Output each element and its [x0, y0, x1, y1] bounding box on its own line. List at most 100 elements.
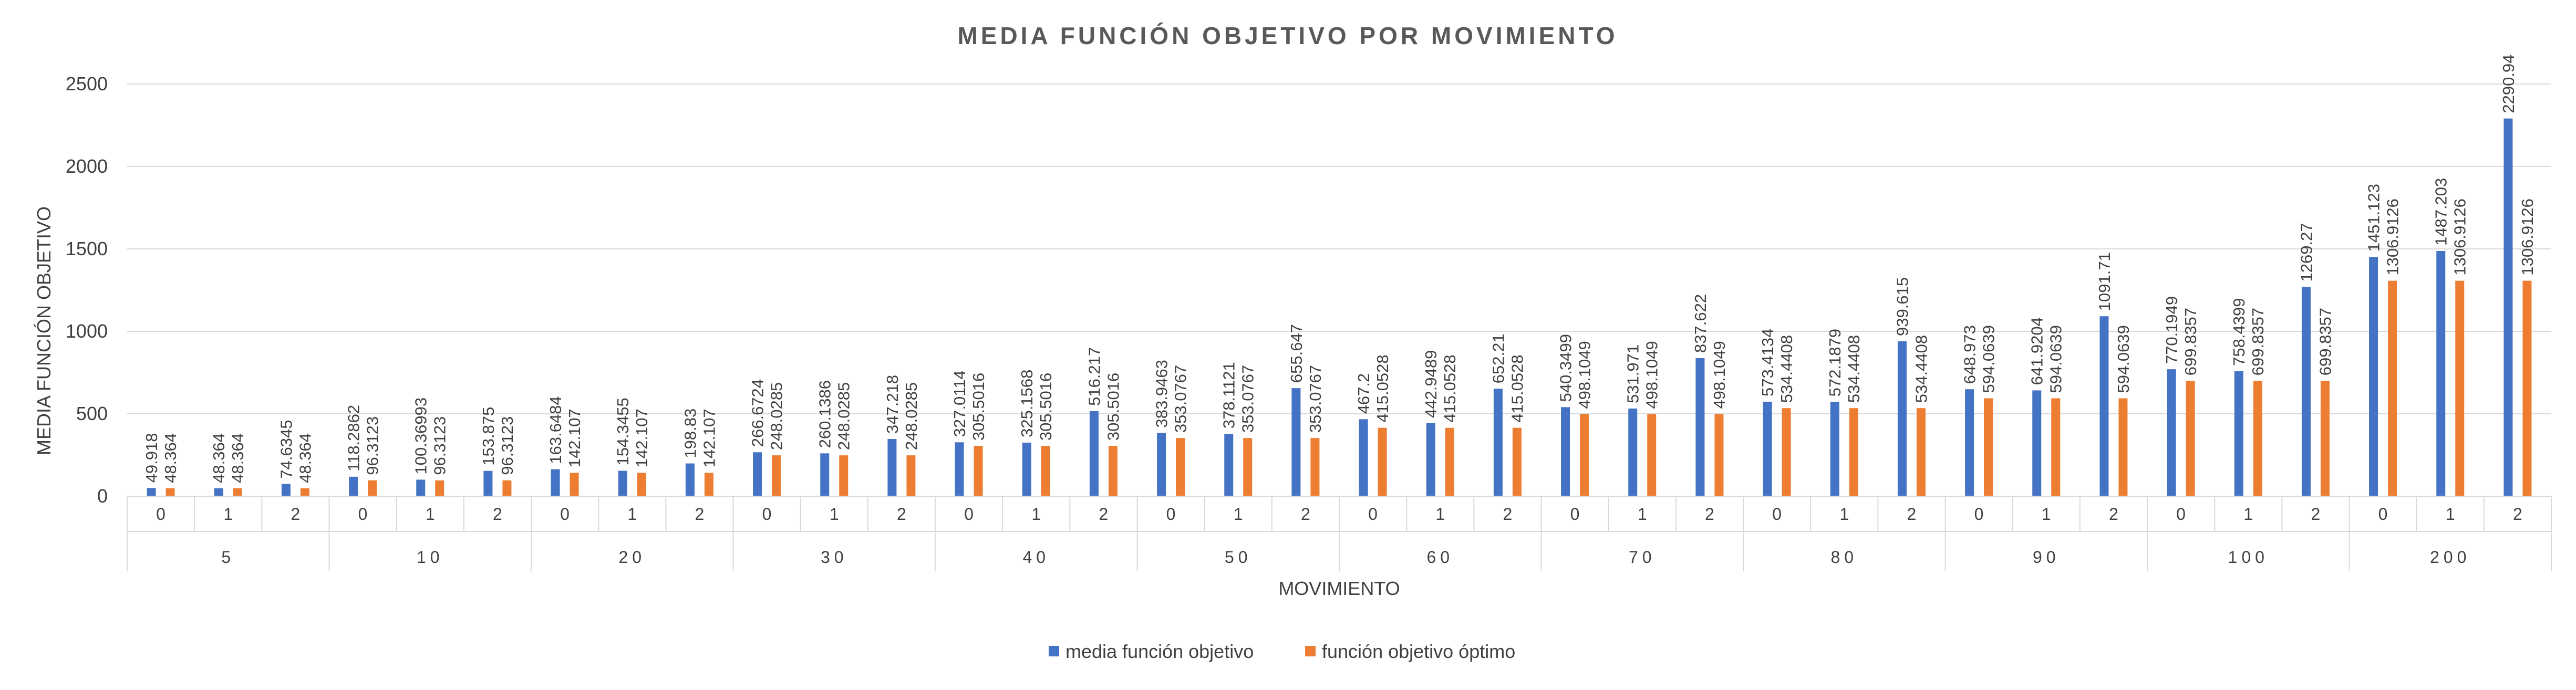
bar-optimo [570, 473, 579, 496]
bar-optimo [637, 473, 646, 496]
bar-optimo [839, 455, 849, 496]
data-label-optimo: 534.4408 [1845, 335, 1863, 403]
bar-optimo [1108, 446, 1118, 496]
data-label-media: 648.973 [1961, 325, 1979, 384]
bar-media [955, 442, 964, 496]
x-tick-label: 1 [1435, 505, 1445, 524]
data-label-optimo: 96.3123 [498, 416, 516, 475]
data-label-optimo: 248.0285 [835, 382, 853, 450]
x-group-label: 70 [1629, 548, 1656, 567]
x-tick-label: 0 [1772, 505, 1782, 524]
bar-media [1830, 402, 1839, 496]
bar-media [820, 453, 830, 496]
data-label-optimo: 305.5016 [1037, 373, 1055, 441]
bar-optimo [1445, 427, 1454, 496]
bar-media [887, 438, 897, 496]
bar-media [1965, 389, 1974, 496]
data-labels: 49.918 48.364 74.6345 118.2862 100.36993 153.… [142, 55, 2537, 483]
x-tick-label: 0 [1570, 505, 1580, 524]
bar-optimo [1243, 438, 1253, 496]
x-tick-label: 2 [291, 505, 301, 524]
bar-optimo [1176, 438, 1185, 496]
y-tick-label: 2000 [66, 155, 108, 177]
bar-optimo [772, 455, 781, 496]
bar-media [753, 452, 762, 496]
data-label-optimo: 353.0767 [1172, 365, 1190, 433]
bar-media [1897, 341, 1907, 496]
bar-media [1022, 442, 1031, 496]
data-label-media: 48.364 [210, 433, 228, 483]
data-label-optimo: 248.0285 [768, 382, 786, 450]
y-tick-label: 2500 [66, 73, 108, 95]
bar-media [2436, 251, 2446, 496]
legend-item-optimo[interactable]: función objetivo óptimo [1305, 641, 1515, 662]
data-label-media: 325.1568 [1018, 370, 1036, 437]
bar-optimo [1849, 408, 1858, 496]
x-tick-label: 1 [2243, 505, 2253, 524]
data-label-media: 652.21 [1489, 333, 1507, 383]
data-label-optimo: 248.0285 [902, 382, 920, 450]
bar-optimo [1310, 438, 1320, 496]
x-tick-label: 1 [1031, 505, 1041, 524]
data-label-optimo: 96.3123 [364, 416, 382, 475]
bar-optimo [2388, 280, 2397, 496]
data-label-optimo: 699.8357 [2181, 308, 2200, 375]
bar-media [1224, 434, 1234, 496]
x-tick-label: 0 [1166, 505, 1176, 524]
data-label-optimo: 353.0767 [1306, 365, 1325, 433]
data-label-optimo: 1306.9126 [2384, 198, 2402, 276]
data-label-media: 770.1949 [2163, 296, 2181, 364]
x-tick-label: 2 [1705, 505, 1714, 524]
bar-media [2369, 257, 2378, 496]
data-label-media: 1487.203 [2432, 178, 2450, 246]
legend[interactable]: media función objetivo función objetivo ó… [1049, 641, 1515, 662]
y-tick-label: 0 [97, 485, 108, 507]
data-label-optimo: 415.0528 [1373, 354, 1392, 422]
data-label-optimo: 699.8357 [2249, 308, 2267, 375]
data-label-media: 163.6484 [546, 396, 565, 464]
bar-media [1089, 411, 1099, 496]
bar-media [1359, 419, 1368, 496]
data-label-media: 347.218 [883, 375, 902, 434]
data-label-media: 260.1386 [816, 380, 834, 448]
bar-media [281, 484, 291, 496]
data-label-media: 641.9204 [2028, 317, 2046, 385]
bar-media [2032, 390, 2042, 496]
x-axis-label: MOVIMIENTO [1278, 578, 1400, 599]
x-tick-label: 1 [1234, 505, 1243, 524]
bars [147, 118, 2532, 496]
x-tick-label: 2 [1503, 505, 1513, 524]
bar-optimo [435, 480, 444, 496]
x-tick-label: 1 [426, 505, 435, 524]
bar-media [1291, 388, 1301, 496]
bar-media [147, 488, 156, 496]
x-group-label: 10 [417, 548, 444, 567]
data-label-optimo: 48.364 [296, 433, 314, 483]
bar-optimo [2186, 381, 2195, 496]
data-label-media: 837.622 [1691, 294, 1710, 353]
data-label-optimo: 498.1049 [1710, 341, 1729, 409]
y-tick-label: 1000 [66, 320, 108, 342]
x-tick-label: 1 [1839, 505, 1849, 524]
data-label-optimo: 96.3123 [431, 416, 449, 475]
bar-media [1426, 423, 1435, 496]
bar-optimo [1984, 398, 1993, 496]
x-tick-label: 0 [762, 505, 772, 524]
legend-swatch [1049, 646, 1059, 656]
y-tick-label: 1500 [66, 238, 108, 259]
y-axis-ticks: 0 500 1000 1500 2000 2500 [66, 73, 108, 507]
legend-item-media[interactable]: media función objetivo [1049, 641, 1254, 662]
bar-optimo [233, 488, 242, 496]
legend-label: función objetivo óptimo [1322, 641, 1515, 662]
x-tick-label: 0 [1368, 505, 1378, 524]
x-tick-label: 2 [1907, 505, 1917, 524]
x-tick-label: 0 [1974, 505, 1984, 524]
x-tick-label: 0 [2176, 505, 2186, 524]
bar-optimo [300, 488, 309, 496]
x-tick-label: 0 [560, 505, 570, 524]
x-tick-label: 1 [627, 505, 637, 524]
bar-media [2167, 369, 2176, 496]
data-label-media: 540.3499 [1557, 334, 1575, 402]
bar-media [2234, 371, 2243, 496]
